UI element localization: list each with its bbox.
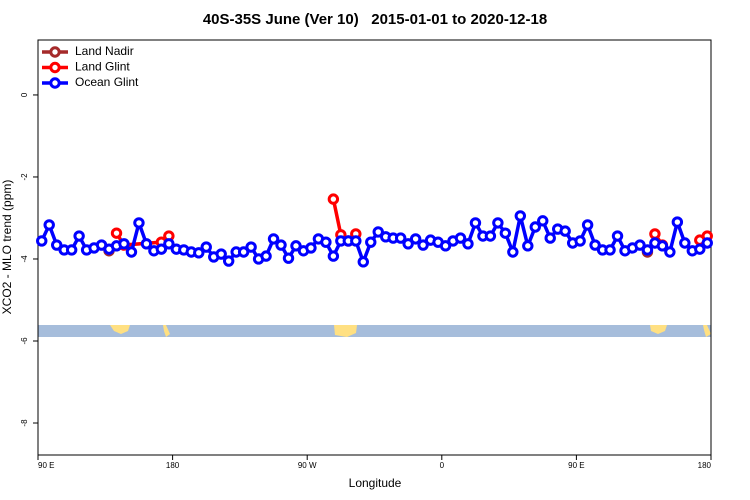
y-tick-label: -2 (20, 173, 29, 181)
point (522, 240, 534, 252)
legend-marker (49, 61, 61, 74)
y-tick-label: -8 (20, 419, 29, 427)
point (36, 235, 48, 247)
map-strip (38, 325, 711, 337)
point (193, 247, 205, 259)
legend-marker (49, 46, 61, 58)
point (394, 232, 407, 244)
point (125, 246, 138, 258)
point (649, 228, 661, 240)
point (402, 238, 414, 250)
point (499, 227, 512, 239)
point (320, 236, 332, 248)
point (589, 239, 601, 251)
land (163, 325, 170, 337)
point (679, 237, 691, 249)
land (650, 325, 667, 334)
point (327, 250, 340, 262)
point (694, 243, 706, 255)
point (417, 239, 429, 251)
x-axis-label: Longitude (349, 476, 402, 490)
point (671, 216, 684, 228)
y-tick-label: -4 (20, 255, 29, 263)
point (409, 233, 422, 245)
point (267, 233, 280, 245)
x-tick-label: 90 E (38, 461, 54, 470)
point (215, 248, 227, 260)
point (537, 215, 549, 227)
point (65, 244, 78, 256)
point (604, 244, 616, 256)
chart-title: 40S-35S June (Ver 10) 2015-01-01 to 2020… (203, 11, 547, 28)
point (372, 226, 384, 238)
point (439, 240, 452, 252)
point (43, 219, 55, 231)
point (641, 244, 654, 256)
point (155, 243, 168, 255)
point (469, 217, 482, 229)
legend-marker (49, 77, 61, 89)
point (492, 217, 504, 229)
point (559, 225, 571, 237)
point (260, 250, 272, 262)
point (282, 252, 295, 264)
point (118, 238, 130, 250)
point (484, 230, 497, 242)
point (222, 255, 235, 267)
point (350, 235, 362, 247)
point (163, 238, 175, 250)
point (237, 246, 250, 258)
point (664, 246, 676, 258)
x-tick-label: 90 E (568, 461, 584, 470)
point (454, 232, 467, 244)
point (462, 238, 474, 250)
point (581, 219, 594, 231)
point (73, 230, 85, 242)
point (140, 238, 153, 250)
x-tick-label: 180 (166, 461, 180, 470)
point (357, 256, 369, 268)
point (245, 241, 257, 253)
point (50, 239, 63, 251)
legend-label: Land Nadir (75, 44, 134, 58)
point (611, 230, 624, 242)
plot-frame (37, 39, 712, 456)
point (290, 240, 302, 252)
land (703, 325, 711, 337)
point (656, 240, 669, 252)
point (275, 239, 287, 251)
point (133, 217, 145, 229)
point (305, 242, 317, 254)
x-tick-label: 180 (698, 461, 712, 470)
point (701, 237, 713, 249)
land (334, 325, 357, 337)
point (365, 236, 377, 248)
ocean-band (38, 325, 711, 337)
point (327, 193, 340, 205)
land (110, 325, 130, 334)
y-tick-label: 0 (20, 92, 29, 97)
point (507, 246, 519, 258)
point (110, 227, 123, 239)
point (529, 221, 541, 233)
x-tick-label: 90 W (298, 461, 317, 470)
y-tick-label: -6 (20, 337, 29, 345)
x-tick-label: 0 (440, 461, 445, 470)
point (574, 235, 586, 247)
legend-label: Ocean Glint (75, 75, 139, 89)
point (634, 239, 646, 251)
point (200, 241, 212, 253)
y-axis-label: XCO2 - MLO trend (ppm) (0, 180, 14, 315)
point (514, 210, 527, 222)
legend-label: Land Glint (75, 60, 130, 74)
point (544, 232, 556, 244)
